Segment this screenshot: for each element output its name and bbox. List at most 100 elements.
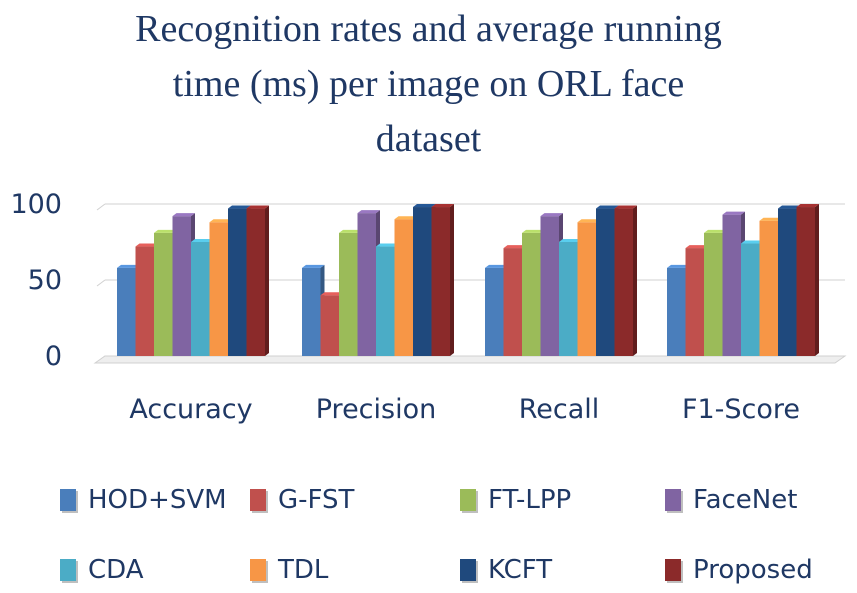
bar-hod-svm-recall bbox=[485, 267, 504, 356]
legend-label: G-FST bbox=[278, 485, 355, 515]
legend-swatch bbox=[460, 489, 476, 511]
legend-item: CDA bbox=[60, 550, 144, 590]
gridline-depth bbox=[96, 203, 106, 211]
bar-proposed-precision bbox=[431, 207, 450, 356]
legend-label: FT-LPP bbox=[488, 485, 572, 515]
bar-facenet-accuracy bbox=[172, 216, 191, 356]
bar-top bbox=[376, 243, 399, 247]
bar-side bbox=[265, 205, 269, 356]
bar-g-fst-recall bbox=[503, 248, 522, 356]
bar-top bbox=[117, 264, 140, 268]
bar-proposed-recall bbox=[614, 208, 633, 356]
bar-tdl-accuracy bbox=[209, 222, 228, 356]
bar-top bbox=[320, 292, 343, 296]
legend-label: TDL bbox=[278, 555, 329, 585]
legend-item: Proposed bbox=[665, 550, 813, 590]
y-tick-label: 50 bbox=[28, 265, 62, 296]
bar-cda-precision bbox=[376, 246, 395, 356]
legend-item: G-FST bbox=[250, 480, 354, 520]
bar-proposed-accuracy bbox=[246, 208, 265, 356]
bar-hod-svm-precision bbox=[302, 267, 321, 356]
bar-ft-lpp-precision bbox=[339, 232, 358, 356]
chart-title-line-1: Recognition rates and average running bbox=[135, 8, 722, 50]
bar-proposed-f1-score bbox=[796, 207, 815, 356]
bar-tdl-f1-score bbox=[759, 220, 778, 356]
bar-top bbox=[741, 240, 764, 244]
bar-ft-lpp-f1-score bbox=[704, 232, 723, 356]
chart-title-line-3: dataset bbox=[375, 118, 482, 160]
legend-swatch bbox=[460, 559, 476, 581]
bar-top bbox=[485, 264, 508, 268]
bar-kcft-accuracy bbox=[228, 208, 247, 356]
bar-tdl-recall bbox=[577, 222, 596, 356]
bar-facenet-recall bbox=[540, 216, 559, 356]
legend-label: FaceNet bbox=[693, 485, 798, 515]
chart-title-line-2: time (ms) per image on ORL face bbox=[172, 63, 685, 105]
legend-label: CDA bbox=[88, 555, 144, 585]
legend-swatch bbox=[60, 559, 76, 581]
bar-top bbox=[614, 205, 637, 209]
bar-top bbox=[522, 229, 545, 233]
bar-top bbox=[540, 213, 563, 217]
bar-top bbox=[172, 213, 195, 217]
bar-top bbox=[191, 239, 214, 242]
bar-ft-lpp-accuracy bbox=[154, 232, 173, 356]
legend-swatch bbox=[250, 489, 266, 511]
bar-top bbox=[394, 216, 417, 220]
bar-top bbox=[154, 229, 177, 233]
bar-kcft-recall bbox=[596, 208, 615, 356]
x-category-label: Precision bbox=[316, 394, 436, 425]
bar-g-fst-f1-score bbox=[685, 248, 704, 356]
bar-kcft-f1-score bbox=[778, 208, 797, 356]
bar-g-fst-accuracy bbox=[135, 246, 154, 356]
legend-swatch bbox=[250, 559, 266, 581]
legend-label: Proposed bbox=[693, 555, 813, 585]
bar-top bbox=[135, 243, 158, 247]
legend-item: FaceNet bbox=[665, 480, 797, 520]
bar-cda-recall bbox=[559, 242, 578, 356]
bar-g-fst-precision bbox=[320, 295, 339, 356]
chart-title: Recognition rates and average running ti… bbox=[0, 2, 857, 167]
bar-top bbox=[722, 211, 745, 215]
bar-facenet-f1-score bbox=[722, 214, 741, 356]
bar-top bbox=[431, 204, 454, 208]
legend-label: HOD+SVM bbox=[88, 485, 227, 515]
y-tick-label: 0 bbox=[45, 341, 62, 372]
bar-top bbox=[209, 219, 232, 223]
legend-label: KCFT bbox=[488, 555, 553, 585]
bar-top bbox=[339, 229, 362, 233]
x-category-label: F1-Score bbox=[682, 394, 800, 425]
legend-item: TDL bbox=[250, 550, 328, 590]
x-category-label: Recall bbox=[519, 394, 600, 425]
bar-top bbox=[302, 264, 325, 268]
legend-swatch bbox=[665, 489, 681, 511]
bar-side bbox=[450, 204, 454, 356]
bar-facenet-precision bbox=[357, 213, 376, 356]
bar-top bbox=[228, 205, 251, 209]
bar-top bbox=[759, 217, 782, 221]
chart-legend: HOD+SVM G-FST FT-LPP FaceNet CDA TDL KCFT Propo… bbox=[0, 468, 857, 593]
bar-cda-accuracy bbox=[191, 242, 210, 356]
bar-side bbox=[815, 204, 819, 356]
bar-top bbox=[704, 229, 727, 233]
legend-item: KCFT bbox=[460, 550, 552, 590]
chart-plot: 0 50 100 Accuracy Precision Recall F1-Score bbox=[10, 189, 847, 425]
bar-top bbox=[596, 205, 619, 209]
bar-top bbox=[357, 210, 380, 214]
bar-top bbox=[246, 205, 269, 209]
bar-top bbox=[559, 239, 582, 242]
x-category-label: Accuracy bbox=[129, 394, 252, 425]
bar-side bbox=[633, 205, 637, 356]
bar-top bbox=[778, 205, 801, 209]
bar-top bbox=[577, 219, 600, 223]
gridline-depth bbox=[96, 279, 106, 287]
bar-kcft-precision bbox=[413, 207, 432, 356]
bar-hod-svm-f1-score bbox=[667, 267, 686, 356]
bar-top bbox=[413, 204, 436, 208]
bar-top bbox=[796, 204, 819, 208]
bar-hod-svm-accuracy bbox=[117, 267, 136, 356]
bar-top bbox=[503, 245, 526, 249]
bar-top bbox=[667, 264, 690, 268]
legend-swatch bbox=[60, 489, 76, 511]
legend-swatch bbox=[665, 559, 681, 581]
